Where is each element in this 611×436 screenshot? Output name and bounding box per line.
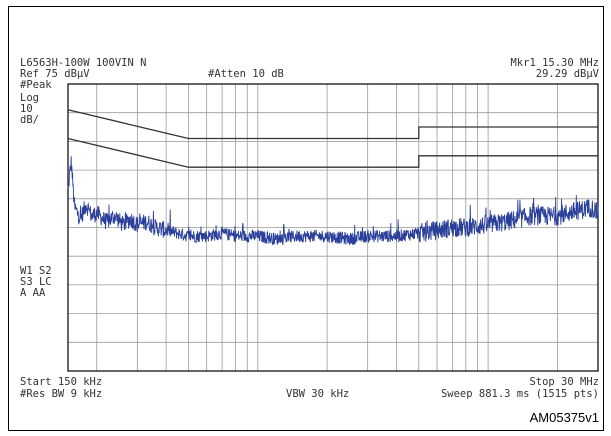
start-frequency: Start 150 kHz xyxy=(20,376,103,388)
figure-border xyxy=(8,6,604,431)
marker-amplitude: 29.29 dBµV xyxy=(535,68,599,80)
trace-mode-line-1: W1 S2 xyxy=(20,265,52,277)
limit-lines xyxy=(67,109,598,168)
scale-unit-label: dB/ xyxy=(20,114,39,126)
attenuation-label: #Atten 10 dB xyxy=(208,68,284,80)
reference-level: Ref 75 dBµV xyxy=(20,68,90,80)
resolution-bandwidth: #Res BW 9 kHz xyxy=(20,388,103,400)
plot-border xyxy=(67,83,599,372)
trace-mode-line-2: S3 LC xyxy=(20,276,52,288)
figure-reference-id: AM05375v1 xyxy=(529,410,599,425)
video-bandwidth: VBW 30 kHz xyxy=(286,388,350,400)
spectrum-trace xyxy=(67,156,599,245)
stop-frequency: Stop 30 MHz xyxy=(529,376,599,388)
trace-mode-line-3: A AA xyxy=(20,287,46,299)
trace xyxy=(67,156,599,245)
detector-label: #Peak xyxy=(20,79,52,91)
measurement-title: L6563H-100W 100VIN N xyxy=(20,57,147,69)
marker-frequency: Mkr1 15.30 MHz xyxy=(510,57,599,69)
sweep-time: Sweep 881.3 ms (1515 pts) xyxy=(440,388,599,400)
scale-type-label: Log xyxy=(20,92,39,104)
limit-line-2 xyxy=(67,137,598,168)
scale-value-label: 10 xyxy=(20,103,33,115)
limit-line-1 xyxy=(67,109,598,140)
